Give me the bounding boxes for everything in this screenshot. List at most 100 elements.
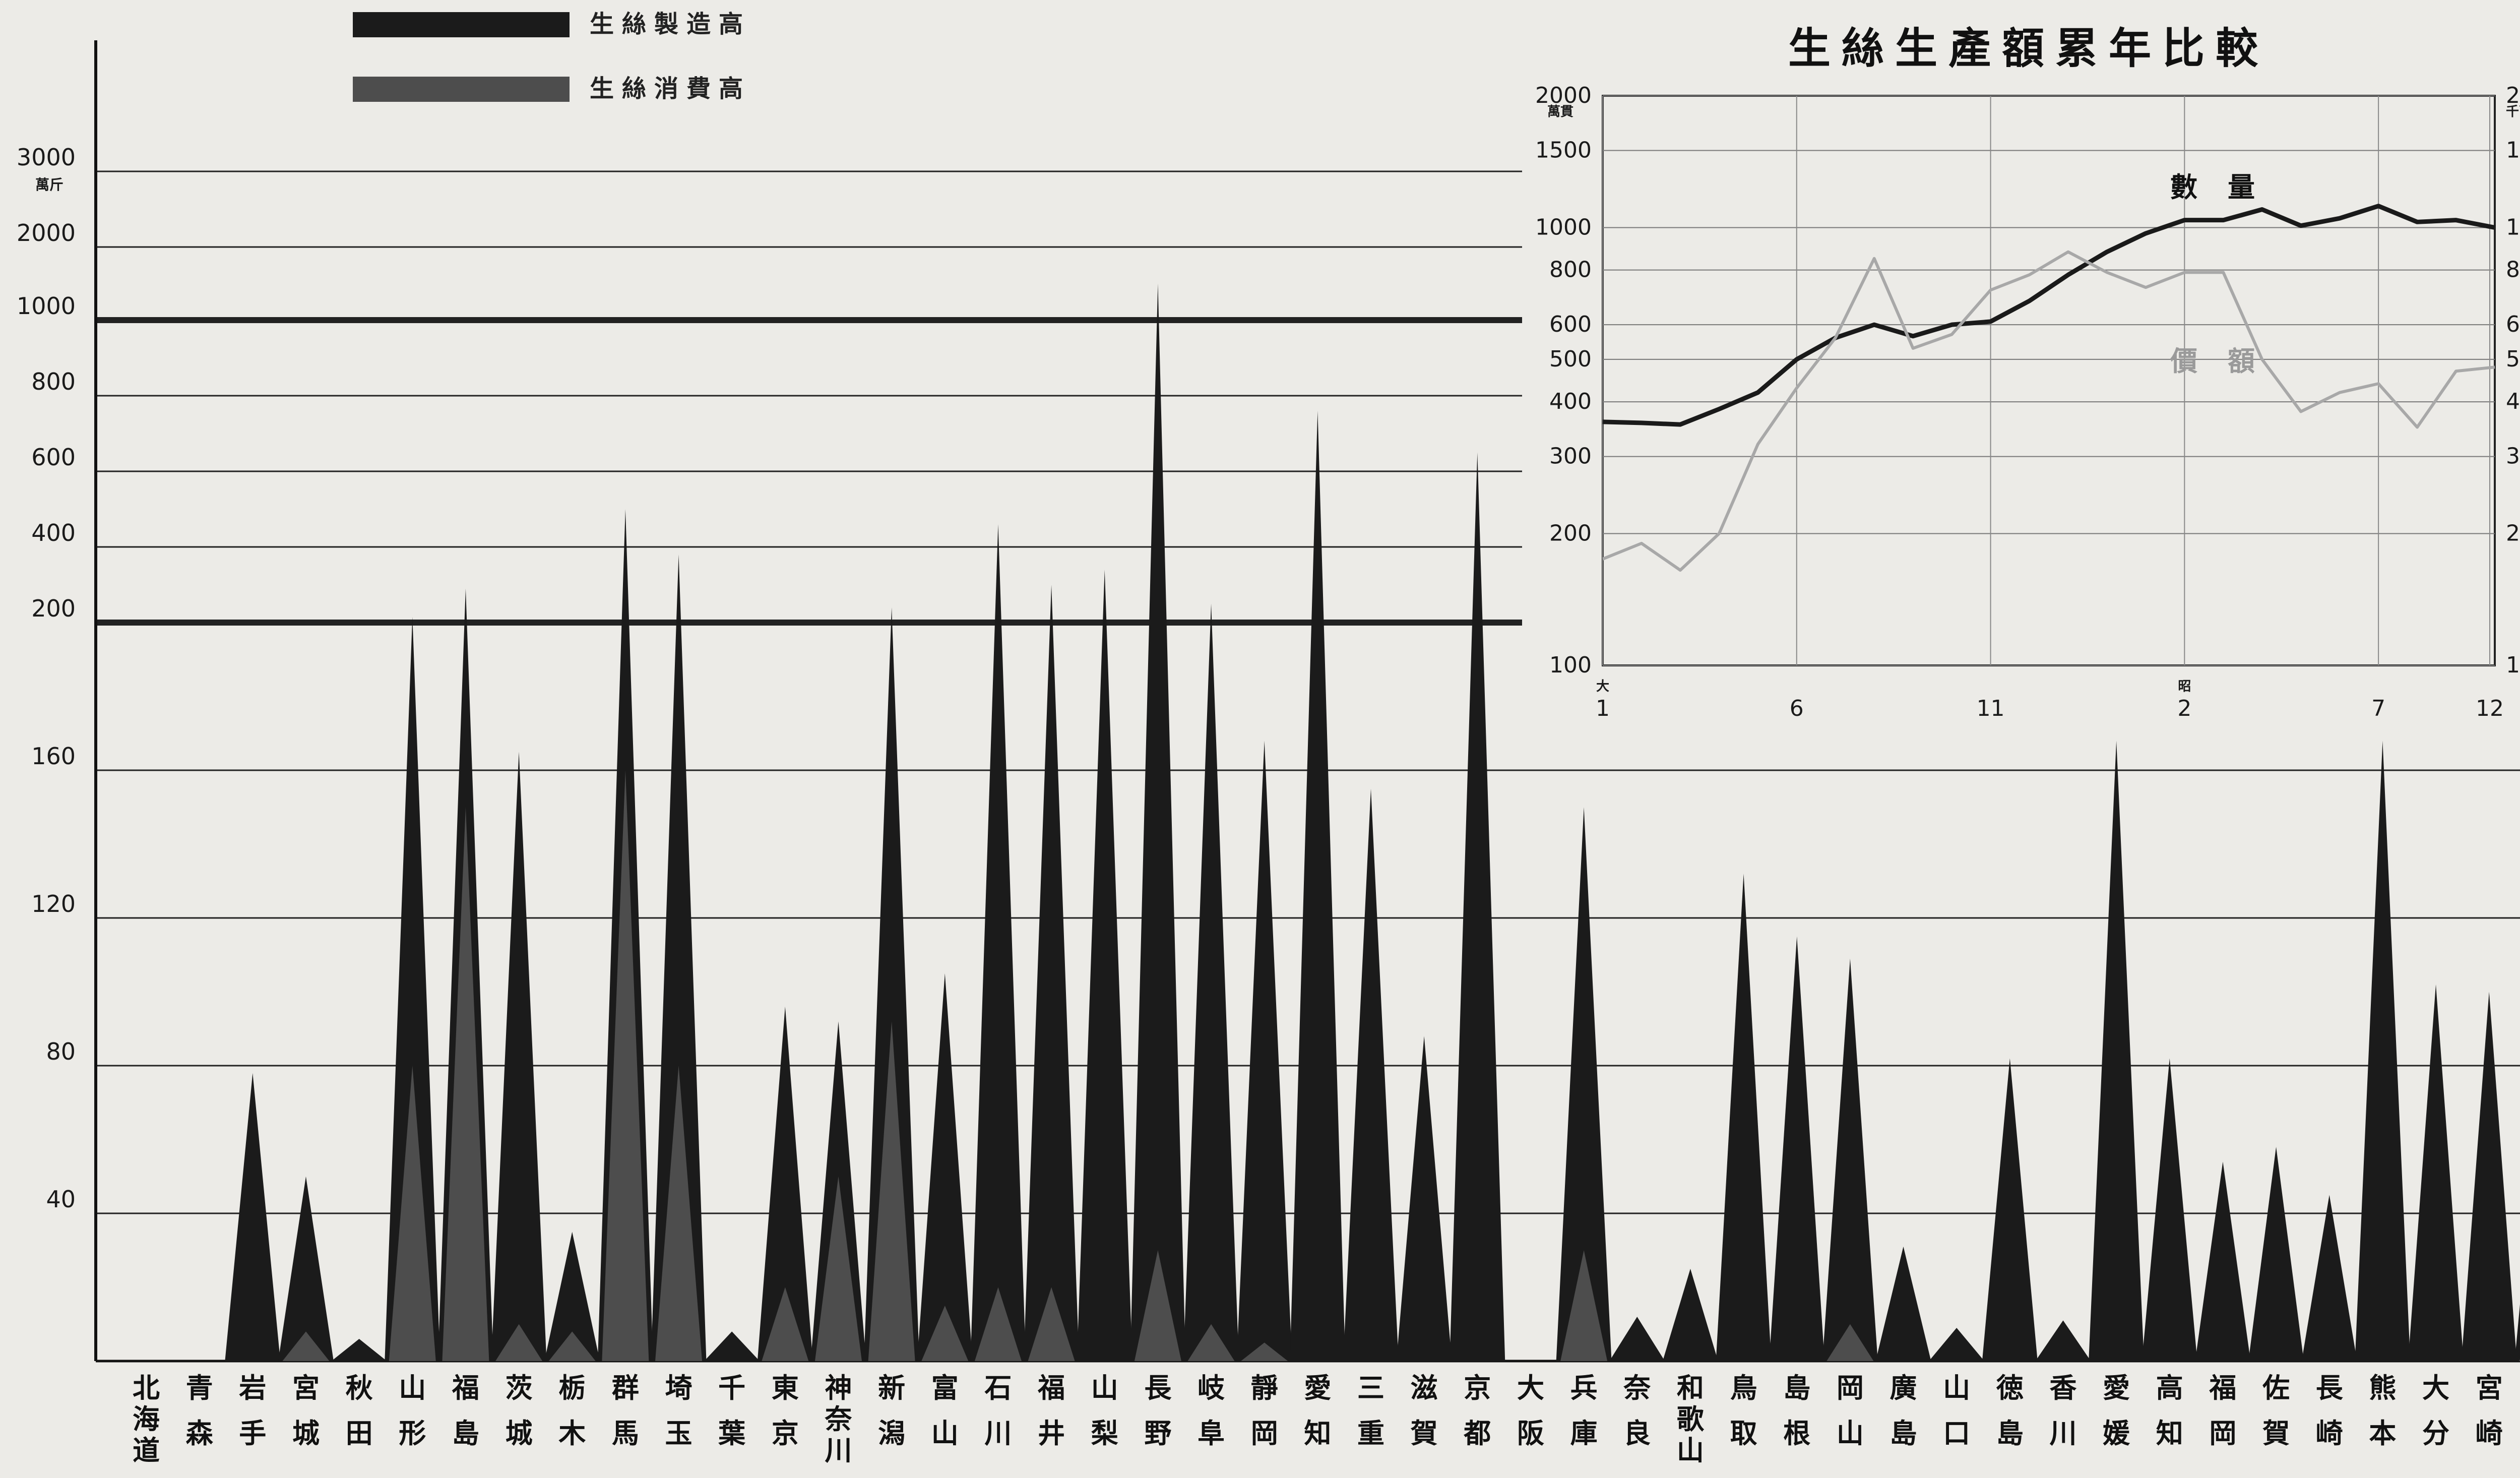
category-label: 重	[1357, 1417, 1384, 1449]
peak-10	[655, 1066, 703, 1361]
category-label: 秋	[346, 1372, 373, 1404]
category-label: 佐	[2262, 1372, 2290, 1404]
category-label: 香	[2049, 1372, 2076, 1404]
category-label: 庫	[1570, 1417, 1598, 1449]
legend-label: 生絲製造高	[590, 10, 751, 38]
category-label: 根	[1783, 1417, 1810, 1449]
category-label: 大	[2422, 1372, 2449, 1404]
category-label: 岐	[1198, 1372, 1225, 1404]
category-label: 長	[2316, 1372, 2344, 1404]
category-label: 島	[452, 1417, 479, 1449]
category-label: 崎	[2316, 1417, 2343, 1449]
category-label: 海	[133, 1403, 160, 1435]
category-label: 石	[984, 1372, 1012, 1404]
category-label: 媛	[2103, 1417, 2130, 1449]
category-label: 岡	[2209, 1417, 2236, 1449]
peak-11	[704, 1331, 760, 1361]
category-label: 東	[772, 1372, 799, 1404]
inset-right-tick: 60	[2506, 312, 2520, 337]
inset-x-tick: 11	[1977, 696, 2005, 721]
category-label: 長	[1144, 1372, 1172, 1404]
inset-title: 生絲生產額累年比較	[1788, 23, 2269, 73]
peak-23	[1343, 788, 1399, 1361]
category-label: 高	[2156, 1372, 2183, 1404]
category-label: 知	[2156, 1417, 2183, 1449]
peak-15	[917, 973, 973, 1361]
y-tick-label: 1000	[17, 292, 76, 320]
category-label: 青	[186, 1372, 213, 1404]
inset-right-tick: 50	[2506, 346, 2520, 372]
inset-left-tick: 100	[1549, 652, 1592, 678]
peak-19	[1134, 1250, 1181, 1361]
category-label: 福	[452, 1372, 479, 1404]
peak-15	[921, 1306, 969, 1361]
inset-series-0	[1602, 204, 2495, 427]
inset-left-tick: 1000	[1535, 214, 1592, 240]
peak-38	[2141, 1058, 2197, 1361]
category-label: 手	[239, 1417, 266, 1449]
inset-x-tick: 6	[1790, 696, 1804, 721]
category-label: 葉	[718, 1417, 746, 1449]
category-label: 京	[772, 1417, 799, 1449]
category-label: 川	[984, 1417, 1012, 1449]
y-tick-label: 40	[46, 1186, 76, 1213]
category-label: 福	[1037, 1372, 1065, 1404]
category-label: 福	[2209, 1372, 2236, 1404]
y-tick-label: 200	[31, 595, 76, 622]
y-tick-label: 400	[31, 519, 76, 546]
category-label: 兵	[1570, 1372, 1598, 1404]
category-label: 廣	[1890, 1372, 1917, 1404]
peak-42	[2355, 741, 2411, 1361]
inset-left-tick: 400	[1549, 389, 1592, 414]
category-label: 木	[558, 1417, 586, 1449]
peak-17	[1024, 585, 1080, 1361]
category-label: 愛	[2103, 1372, 2130, 1404]
inset-chart: 生絲生產額累年比較 2000 1500 1000 800 600 500 400 300 200 1…	[1535, 23, 2520, 721]
inset-left-tick: 1500	[1535, 138, 1592, 163]
inset-right-tick: 40	[2506, 389, 2520, 414]
peak-35	[1982, 1058, 2038, 1361]
inset-right-tick: 20	[2506, 521, 2520, 546]
inset-left-tick: 200	[1549, 521, 1592, 546]
inset-series-label: 價額	[2170, 345, 2285, 377]
category-label: 川	[2049, 1417, 2076, 1449]
category-label: 梨	[1091, 1417, 1118, 1449]
category-label: 神	[825, 1372, 852, 1404]
peak-14	[864, 607, 920, 1361]
category-label: 新	[878, 1372, 905, 1404]
inset-series-label: 數量	[2170, 171, 2285, 203]
peak-43	[2408, 984, 2464, 1361]
peak-37	[2089, 741, 2145, 1361]
inset-left-tick: 600	[1549, 312, 1592, 337]
category-label: 京	[1464, 1372, 1491, 1404]
category-label: 島	[1890, 1417, 1917, 1449]
peak-34	[1929, 1328, 1985, 1361]
category-label: 本	[2369, 1417, 2396, 1449]
y-tick-label: 2000	[17, 219, 76, 247]
peak-21	[1241, 1342, 1288, 1361]
category-label: 道	[133, 1434, 160, 1466]
peak-29	[1662, 1268, 1718, 1361]
category-label: 阜	[1198, 1417, 1225, 1449]
peak-5	[385, 617, 440, 1361]
category-label: 分	[2422, 1417, 2449, 1449]
category-label: 田	[346, 1417, 373, 1449]
prefecture-labels: 北海道青森岩手宮城秋田山形福島茨城栃木群馬埼玉千葉東京神奈川新潟富山石川福井山梨…	[133, 1372, 2503, 1466]
peak-8	[548, 1331, 596, 1361]
inset-right-tick: 100	[2506, 214, 2520, 240]
inset-era-label: 昭	[2178, 679, 2191, 694]
inset-series-1	[1602, 250, 2495, 572]
peak-27	[1556, 807, 1612, 1361]
legend-swatch	[353, 12, 570, 37]
peak-4	[331, 1339, 387, 1361]
y-tick-label: 120	[31, 890, 76, 917]
peak-16	[970, 524, 1026, 1361]
category-label: 徳	[1996, 1372, 2024, 1404]
category-label: 栃	[558, 1372, 586, 1404]
category-label: 賀	[2262, 1417, 2290, 1449]
category-label: 城	[506, 1417, 533, 1449]
peak-17	[1028, 1287, 1075, 1361]
peak-18	[1077, 570, 1132, 1361]
category-label: 野	[1144, 1417, 1171, 1449]
